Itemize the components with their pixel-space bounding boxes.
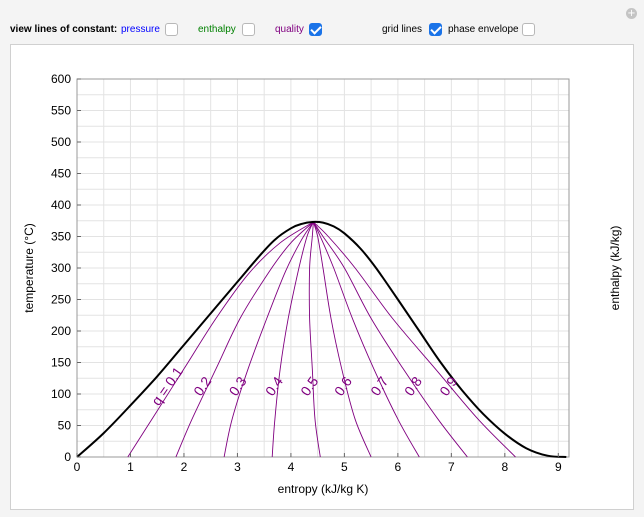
quality-checkbox[interactable] [309,23,322,36]
quality-line [312,221,420,458]
y-tick-label: 250 [51,293,71,307]
y-tick-label: 200 [51,324,71,338]
quality-label: 0.8 [401,373,425,398]
y-tick-label: 500 [51,135,71,149]
saturation-dome [76,220,567,458]
pressure-label: pressure [121,24,160,35]
plus-icon[interactable]: + [626,8,637,19]
right-axis-label: enthalpy (kJ/kg) [608,226,622,311]
quality-label: q = 0.1 [148,364,186,409]
quality-line [312,221,372,458]
y-tick-label: 400 [51,198,71,212]
view-lines-label: view lines of constant: [10,24,118,35]
quality-line [175,221,314,458]
x-tick-label: 6 [395,460,402,474]
quality-label: 0.6 [331,373,355,398]
x-tick-label: 5 [341,460,348,474]
quality-line [223,221,314,458]
y-tick-label: 550 [51,104,71,118]
x-tick-label: 9 [555,460,562,474]
quality-line [313,221,468,458]
quality-label: 0.4 [262,373,286,398]
quality-labels: q = 0.1 0.2 0.3 0.4 0.5 0.6 0.7 0.8 0.9 [148,364,460,409]
quality-label: 0.3 [225,373,249,398]
control-bar: view lines of constant: pressure enthalp… [0,0,644,44]
x-axis-label: entropy (kJ/kg K) [278,482,369,496]
quality-lines [127,221,516,458]
x-tick-label: 1 [127,460,134,474]
quality-line [127,221,314,458]
quality-line [313,221,516,458]
phase-envelope-label: phase envelope [448,24,519,35]
phase-envelope-checkbox[interactable] [522,23,535,36]
y-axis-ticks: 0 50 100 150 200 250 300 350 400 450 500 550 600 [51,72,81,464]
enthalpy-label: enthalpy [198,24,236,35]
x-tick-label: 0 [74,460,81,474]
y-tick-label: 50 [58,419,72,433]
y-tick-label: 0 [64,450,71,464]
y-tick-label: 150 [51,356,71,370]
y-tick-label: 350 [51,230,71,244]
x-tick-label: 4 [288,460,295,474]
x-tick-label: 7 [448,460,455,474]
grid-lines-checkbox[interactable] [429,23,442,36]
y-tick-label: 100 [51,387,71,401]
y-tick-label: 600 [51,72,71,86]
quality-line [308,221,321,458]
pressure-checkbox[interactable] [165,23,178,36]
x-axis-ticks: 0 1 2 3 4 5 6 7 8 9 [74,453,562,474]
x-tick-label: 3 [234,460,241,474]
y-tick-label: 300 [51,261,71,275]
grid-lines [77,79,569,457]
y-tick-label: 450 [51,167,71,181]
y-axis-label: temperature (°C) [22,223,36,313]
quality-line [271,221,314,458]
enthalpy-checkbox[interactable] [242,23,255,36]
x-tick-label: 2 [181,460,188,474]
quality-label: quality [275,24,304,35]
x-tick-label: 8 [501,460,508,474]
grid-lines-label: grid lines [382,24,423,35]
